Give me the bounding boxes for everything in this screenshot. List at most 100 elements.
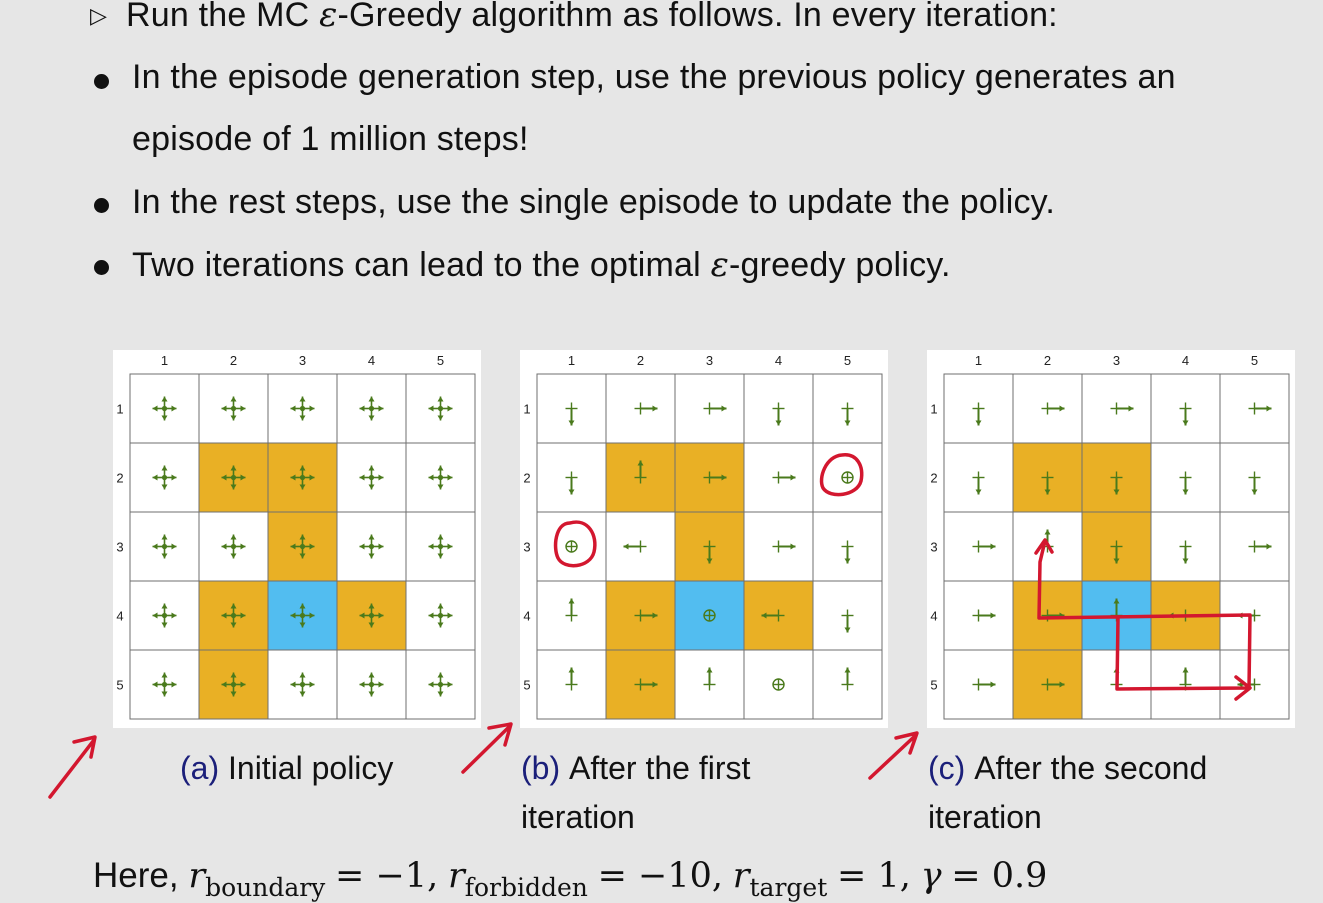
bullet-dot-icon bbox=[94, 74, 109, 89]
policy-right-icon bbox=[1248, 540, 1272, 553]
policy-right-icon bbox=[972, 678, 996, 691]
grid-figure-a: 1 2 3 4 5 1 2 3 4 5 bbox=[113, 350, 481, 728]
policy-right-icon bbox=[703, 471, 727, 484]
policy-uniform-icon bbox=[152, 534, 177, 559]
row-label: 4 bbox=[523, 609, 530, 624]
col-label: 2 bbox=[637, 353, 644, 368]
policy-uniform-icon bbox=[359, 534, 384, 559]
policy-uniform-icon bbox=[359, 603, 384, 628]
policy-left-icon bbox=[761, 609, 785, 622]
policy-uniform-icon bbox=[152, 396, 177, 421]
col-label: 2 bbox=[230, 353, 237, 368]
policy-uniform-icon bbox=[428, 465, 453, 490]
row-label: 4 bbox=[930, 609, 937, 624]
policy-up-icon bbox=[841, 667, 854, 691]
policy-down-icon bbox=[841, 609, 854, 633]
policy-right-icon bbox=[634, 402, 658, 415]
policy-right-icon bbox=[972, 540, 996, 553]
policy-down-icon bbox=[1179, 402, 1192, 426]
policy-uniform-icon bbox=[221, 465, 246, 490]
policy-uniform-icon bbox=[359, 672, 384, 697]
policy-down-icon bbox=[841, 402, 854, 426]
grid-figure-c: 1 2 3 4 5 1 2 3 4 5 bbox=[927, 350, 1295, 728]
policy-right-icon bbox=[1041, 609, 1065, 622]
policy-uniform-icon bbox=[290, 672, 315, 697]
handwritten-circle-icon bbox=[819, 453, 864, 497]
policy-down-icon bbox=[1110, 471, 1123, 495]
col-label: 1 bbox=[161, 353, 168, 368]
policy-uniform-icon bbox=[428, 603, 453, 628]
policy-uniform-icon bbox=[428, 672, 453, 697]
handwritten-loop-path-icon bbox=[1037, 539, 1252, 691]
policy-right-icon bbox=[772, 471, 796, 484]
bullet-2: In the rest steps, use the single episod… bbox=[132, 183, 1055, 221]
col-label: 4 bbox=[1182, 353, 1189, 368]
col-label: 5 bbox=[844, 353, 851, 368]
policy-down-icon bbox=[1110, 540, 1123, 564]
policy-down-icon bbox=[972, 471, 985, 495]
row-label: 2 bbox=[930, 471, 937, 486]
grid-world-a: 1 2 3 4 5 1 2 3 4 5 bbox=[116, 353, 476, 720]
triangle-bullet-icon: ▷ bbox=[90, 3, 108, 28]
col-label: 4 bbox=[368, 353, 375, 368]
col-label: 1 bbox=[975, 353, 982, 368]
policy-uniform-icon bbox=[221, 672, 246, 697]
policy-uniform-icon bbox=[152, 465, 177, 490]
policy-stay-icon bbox=[565, 540, 578, 553]
grid-figure-b: 1 2 3 4 5 1 2 3 4 5 bbox=[520, 350, 888, 728]
policy-right-icon bbox=[634, 609, 658, 622]
handwritten-arrow-icon bbox=[868, 731, 919, 780]
row-label: 5 bbox=[523, 678, 530, 693]
policy-right-icon bbox=[772, 540, 796, 553]
policy-down-icon bbox=[565, 402, 578, 426]
col-label: 4 bbox=[775, 353, 782, 368]
row-label: 3 bbox=[116, 540, 123, 555]
policy-stay-icon bbox=[772, 678, 785, 691]
grid-cell bbox=[943, 442, 1014, 513]
policy-uniform-icon bbox=[221, 396, 246, 421]
col-label: 3 bbox=[299, 353, 306, 368]
policy-uniform-icon bbox=[221, 603, 246, 628]
row-label: 1 bbox=[930, 402, 937, 417]
policy-down-icon bbox=[1179, 471, 1192, 495]
policy-uniform-icon bbox=[221, 534, 246, 559]
policy-right-icon bbox=[1041, 402, 1065, 415]
policy-right-icon bbox=[972, 609, 996, 622]
policy-uniform-icon bbox=[290, 534, 315, 559]
policy-down-icon bbox=[772, 402, 785, 426]
policy-uniform-icon bbox=[152, 603, 177, 628]
policy-up-icon bbox=[703, 667, 716, 691]
row-label: 4 bbox=[116, 609, 123, 624]
handwritten-arrow-head-icon bbox=[1034, 538, 1054, 555]
col-label: 3 bbox=[1113, 353, 1120, 368]
policy-up-icon bbox=[565, 667, 578, 691]
policy-down-icon bbox=[972, 402, 985, 426]
policy-up-icon bbox=[634, 460, 647, 484]
row-label: 2 bbox=[523, 471, 530, 486]
policy-right-icon bbox=[1041, 678, 1065, 691]
policy-up-icon bbox=[565, 598, 578, 622]
caption-a: (a) Initial policy bbox=[180, 750, 394, 786]
handwritten-arrow-head-icon bbox=[1234, 675, 1252, 701]
handwritten-arrow-icon bbox=[461, 722, 513, 774]
policy-left-icon bbox=[623, 540, 647, 553]
row-label: 5 bbox=[116, 678, 123, 693]
policy-uniform-icon bbox=[152, 672, 177, 697]
policy-down-icon bbox=[1248, 471, 1261, 495]
row-label: 5 bbox=[930, 678, 937, 693]
policy-uniform-icon bbox=[290, 396, 315, 421]
policy-uniform-icon bbox=[290, 465, 315, 490]
bullet-dot-icon bbox=[94, 198, 109, 213]
bullet-1-line-2: episode of 1 million steps! bbox=[132, 120, 529, 158]
handwritten-circle-icon bbox=[553, 520, 597, 568]
bullet-dot-icon bbox=[94, 260, 109, 275]
col-label: 5 bbox=[437, 353, 444, 368]
col-label: 3 bbox=[706, 353, 713, 368]
policy-uniform-icon bbox=[359, 465, 384, 490]
grid-world-b: 1 2 3 4 5 1 2 3 4 5 bbox=[523, 353, 883, 720]
col-label: 5 bbox=[1251, 353, 1258, 368]
col-label: 2 bbox=[1044, 353, 1051, 368]
policy-down-icon bbox=[1041, 471, 1054, 495]
caption-c: (c) After the second iteration bbox=[928, 750, 1208, 835]
